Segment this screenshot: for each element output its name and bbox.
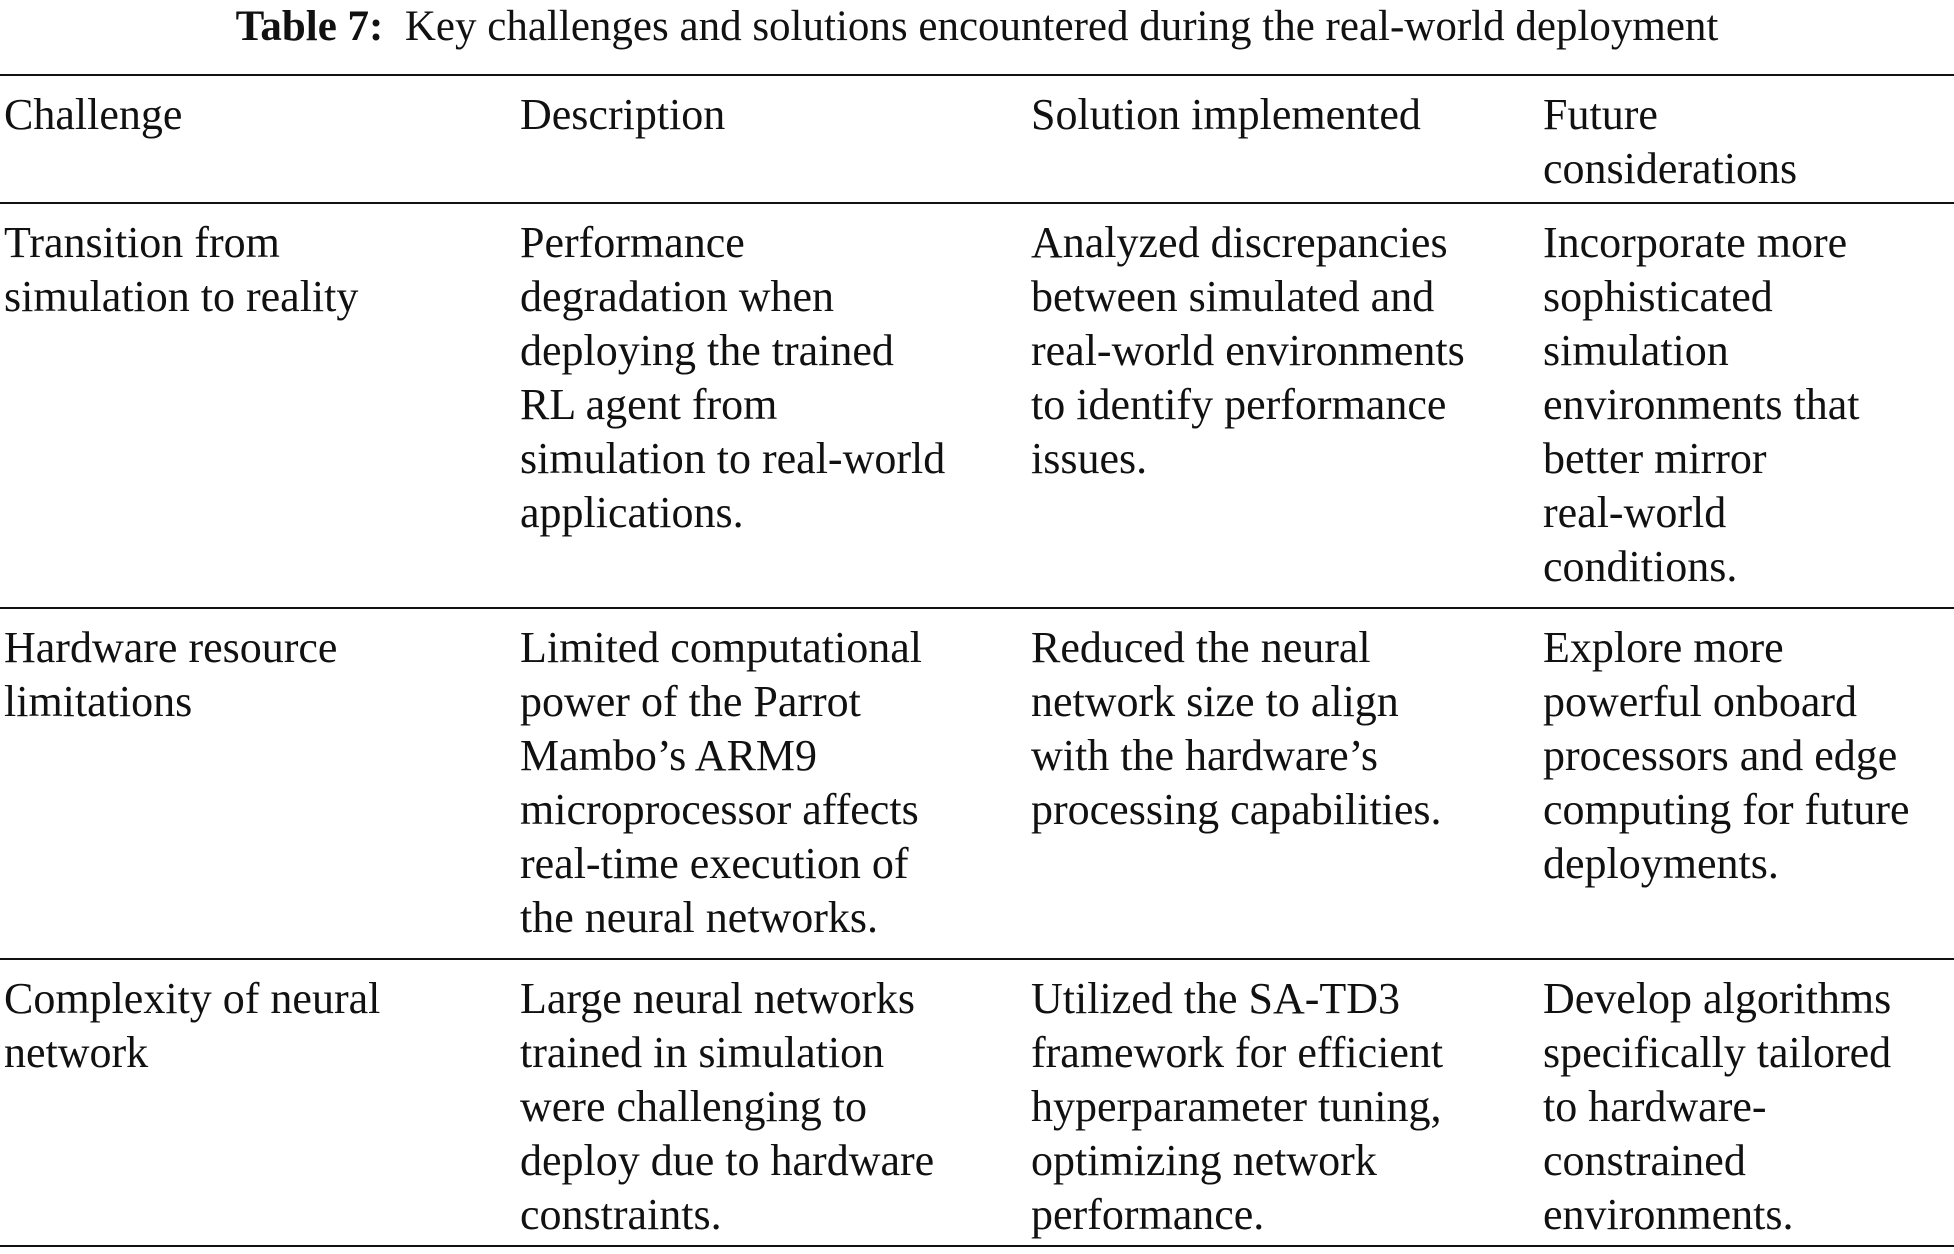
cell-line: better mirror	[1543, 434, 1767, 483]
header-description: Description	[516, 75, 1027, 203]
table-row: Hardware resource limitations Limited comp…	[0, 608, 1954, 959]
cell-challenge: Hardware resource limitations	[0, 608, 516, 959]
cell-line: Large neural networks	[520, 974, 916, 1023]
cell-line: real-world	[1543, 488, 1727, 537]
cell-line: environments.	[1543, 1190, 1794, 1239]
challenges-table: Challenge Description Solution implemented…	[0, 74, 1954, 1247]
cell-line: Reduced the neural	[1031, 623, 1371, 672]
cell-line: specifically tailored	[1543, 1028, 1892, 1077]
cell-line: processing capabilities.	[1031, 785, 1442, 834]
header-future-considerations: Future considerations	[1539, 75, 1954, 203]
cell-line: between simulated and	[1031, 272, 1435, 321]
cell-line: microprocessor affects	[520, 785, 919, 834]
cell-line: the neural networks.	[520, 893, 878, 942]
cell-line: simulation	[1543, 326, 1729, 375]
cell-line: environments that	[1543, 380, 1860, 429]
cell-line: limitations	[4, 677, 193, 726]
cell-line: Solution implemented	[1031, 90, 1421, 139]
cell-line: powerful onboard	[1543, 677, 1858, 726]
cell-line: network size to align	[1031, 677, 1399, 726]
cell-line: simulation to real-world	[520, 434, 946, 483]
cell-challenge: Transition from simulation to reality	[0, 203, 516, 608]
cell-line: applications.	[520, 488, 744, 537]
cell-line: processors and edge	[1543, 731, 1898, 780]
cell-line: Utilized the SA-TD3	[1031, 974, 1401, 1023]
table-row: Transition from simulation to reality Perf…	[0, 203, 1954, 608]
cell-line: Develop algorithms	[1543, 974, 1892, 1023]
table-row: Complexity of neural network Large neural …	[0, 959, 1954, 1246]
cell-line: sophisticated	[1543, 272, 1773, 321]
header-row: Challenge Description Solution implemented…	[0, 75, 1954, 203]
cell-line: Complexity of neural	[4, 974, 381, 1023]
cell-line: real-time execution of	[520, 839, 909, 888]
cell-description: Performance degradation when deploying the…	[516, 203, 1027, 608]
cell-description: Large neural networks trained in simulati…	[516, 959, 1027, 1246]
cell-future-considerations: Incorporate more sophisticated simulation e…	[1539, 203, 1954, 608]
header-challenge: Challenge	[0, 75, 516, 203]
table-caption-text: Key challenges and solutions encountered…	[404, 3, 1719, 50]
cell-line: computing for future	[1543, 785, 1910, 834]
cell-future-considerations: Explore more powerful onboard processors a…	[1539, 608, 1954, 959]
cell-line: Description	[520, 90, 726, 139]
cell-line: real-world environments	[1031, 326, 1465, 375]
table-caption-label: Table 7:	[235, 3, 384, 50]
cell-line: power of the Parrot	[520, 677, 861, 726]
cell-line: performance.	[1031, 1190, 1265, 1239]
cell-line: Limited computational	[520, 623, 923, 672]
cell-line: optimizing network	[1031, 1136, 1377, 1185]
header-solution-implemented: Solution implemented	[1027, 75, 1539, 203]
cell-line: deployments.	[1543, 839, 1779, 888]
cell-description: Limited computational power of the Parrot…	[516, 608, 1027, 959]
cell-line: to hardware-	[1543, 1082, 1767, 1131]
table-caption: Table 7: Key challenges and solutions en…	[0, 0, 1954, 54]
cell-solution-implemented: Analyzed discrepancies between simulated …	[1027, 203, 1539, 608]
cell-line: network	[4, 1028, 149, 1077]
cell-line: simulation to reality	[4, 272, 359, 321]
cell-line: Explore more	[1543, 623, 1784, 672]
cell-line: Future	[1543, 90, 1658, 139]
cell-line: RL agent from	[520, 380, 778, 429]
cell-line: Incorporate more	[1543, 218, 1848, 267]
cell-line: Performance	[520, 218, 745, 267]
cell-line: Challenge	[4, 90, 183, 139]
cell-line: degradation when	[520, 272, 834, 321]
cell-line: trained in simulation	[520, 1028, 885, 1077]
cell-line: hyperparameter tuning,	[1031, 1082, 1442, 1131]
cell-line: Transition from	[4, 218, 280, 267]
cell-line: Mambo’s ARM9	[520, 731, 818, 780]
cell-line: considerations	[1543, 144, 1798, 193]
cell-line: were challenging to	[520, 1082, 867, 1131]
cell-solution-implemented: Utilized the SA-TD3 framework for efficie…	[1027, 959, 1539, 1246]
cell-line: to identify performance	[1031, 380, 1447, 429]
cell-line: deploying the trained	[520, 326, 894, 375]
cell-line: Hardware resource	[4, 623, 338, 672]
cell-line: framework for efficient	[1031, 1028, 1444, 1077]
cell-line: issues.	[1031, 434, 1148, 483]
cell-line: deploy due to hardware	[520, 1136, 935, 1185]
cell-future-considerations: Develop algorithms specifically tailored t…	[1539, 959, 1954, 1246]
cell-line: constraints.	[520, 1190, 722, 1239]
cell-line: conditions.	[1543, 542, 1738, 591]
cell-line: Analyzed discrepancies	[1031, 218, 1448, 267]
cell-challenge: Complexity of neural network	[0, 959, 516, 1246]
cell-line: constrained	[1543, 1136, 1746, 1185]
cell-solution-implemented: Reduced the neural network size to align w…	[1027, 608, 1539, 959]
cell-line: with the hardware’s	[1031, 731, 1378, 780]
